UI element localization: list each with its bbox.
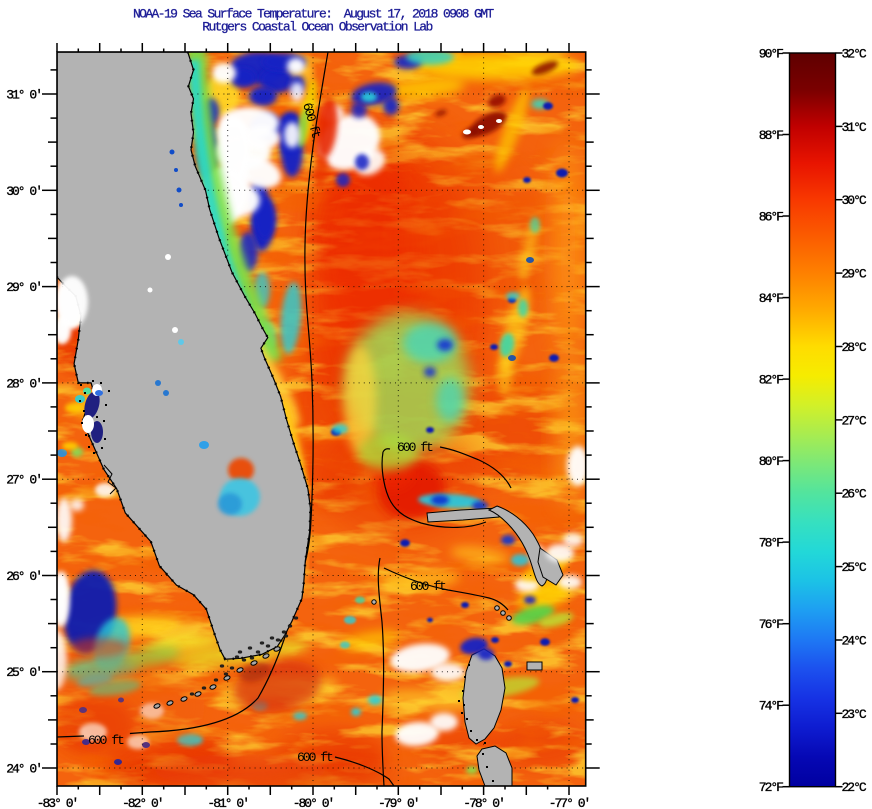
svg-text:31° 0': 31° 0' [6,88,41,103]
svg-text:22°C: 22°C [842,780,867,795]
svg-text:74°F: 74°F [759,699,783,714]
svg-text:-77° 0': -77° 0' [549,796,590,809]
svg-text:30°C: 30°C [842,193,867,208]
svg-text:600 ft: 600 ft [410,579,446,594]
svg-text:25°C: 25°C [842,560,867,575]
svg-text:600 ft: 600 ft [397,440,433,455]
svg-text:76°F: 76°F [759,617,783,632]
svg-text:-79° 0': -79° 0' [378,796,419,809]
svg-text:80°F: 80°F [759,454,783,469]
svg-text:28°C: 28°C [842,340,867,355]
svg-text:78°F: 78°F [759,536,783,551]
svg-text:90°F: 90°F [759,47,783,62]
svg-text:29° 0': 29° 0' [6,280,41,295]
svg-text:25° 0': 25° 0' [6,665,41,680]
svg-text:23°C: 23°C [842,707,867,722]
svg-text:24°C: 24°C [842,634,867,649]
svg-text:84°F: 84°F [759,291,783,306]
svg-text:72°F: 72°F [759,780,783,795]
svg-text:26°C: 26°C [842,487,867,502]
svg-text:-83° 0': -83° 0' [37,796,78,809]
svg-text:NOAA-19 Sea Surface Temperatur: NOAA-19 Sea Surface Temperature: August … [133,7,494,22]
svg-text:32°C: 32°C [842,47,867,62]
svg-text:28° 0': 28° 0' [6,376,41,391]
svg-text:-80° 0': -80° 0' [293,796,334,809]
svg-text:-78° 0': -78° 0' [463,796,504,809]
svg-text:-81° 0': -81° 0' [207,796,248,809]
svg-text:24° 0': 24° 0' [6,762,41,777]
svg-text:26° 0': 26° 0' [6,569,41,584]
svg-text:82°F: 82°F [759,373,783,388]
svg-text:86°F: 86°F [759,210,783,225]
svg-text:600 ft: 600 ft [297,750,333,765]
svg-text:27°C: 27°C [842,413,867,428]
svg-text:30° 0': 30° 0' [6,184,41,199]
svg-text:600 ft: 600 ft [88,733,124,748]
svg-text:31°C: 31°C [842,120,867,135]
svg-text:29°C: 29°C [842,267,867,282]
svg-text:-82° 0': -82° 0' [122,796,163,809]
svg-text:88°F: 88°F [759,128,783,143]
svg-text:27° 0': 27° 0' [6,473,41,488]
svg-text:Rutgers Coastal Ocean Observat: Rutgers Coastal Ocean Observation Lab [202,20,432,35]
